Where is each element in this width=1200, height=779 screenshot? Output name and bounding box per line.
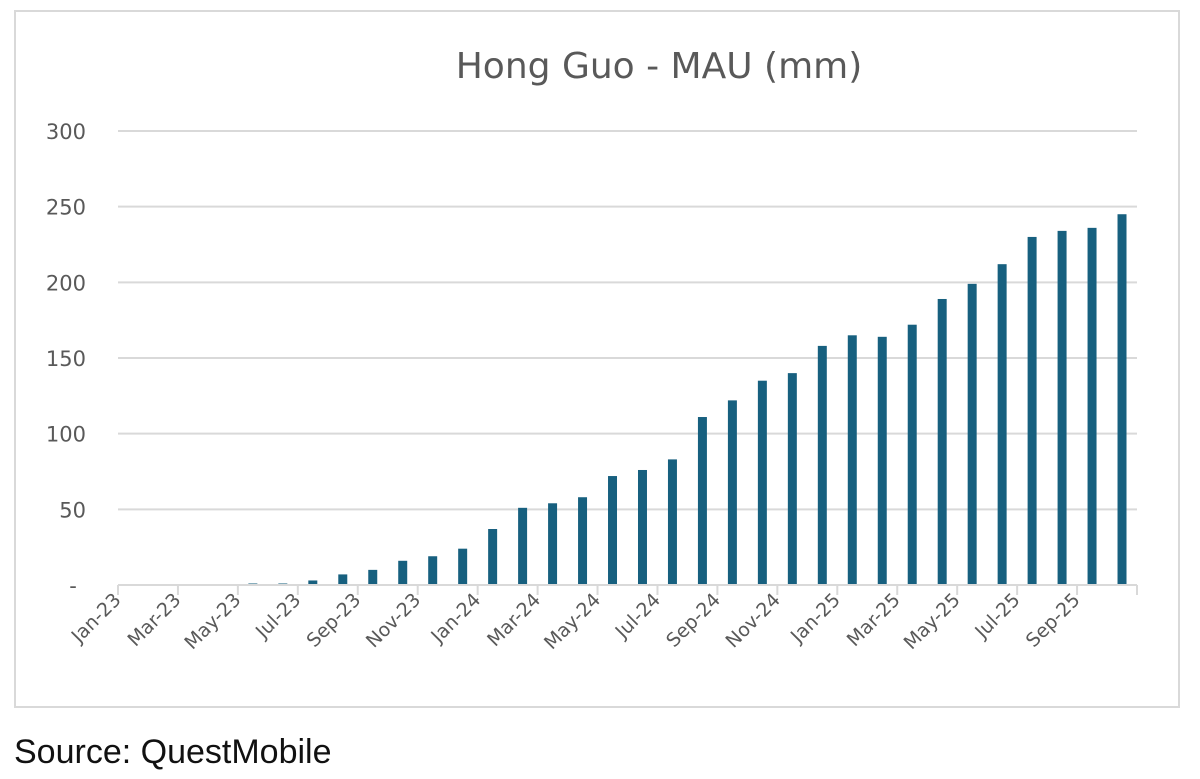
y-tick-label: 300	[46, 120, 86, 144]
bar	[1117, 214, 1127, 585]
bar	[578, 497, 588, 585]
y-tick-label: 150	[46, 347, 86, 371]
source-note: Source: QuestMobile	[14, 733, 332, 771]
bar	[637, 469, 647, 585]
x-tick-label: Jan-24	[426, 589, 485, 648]
bar	[847, 335, 857, 585]
y-tick-label: 200	[46, 271, 86, 295]
y-tick-label: 100	[46, 423, 86, 447]
bar	[338, 574, 348, 585]
x-tick-label: Mar-24	[483, 589, 545, 651]
bar	[398, 560, 408, 585]
y-tick-label: 50	[59, 498, 86, 522]
bar	[1087, 227, 1097, 585]
bars	[248, 214, 1127, 585]
bar	[787, 373, 797, 585]
x-tick-label: May-25	[900, 589, 965, 654]
bar	[967, 283, 977, 585]
x-tick-label: Sep-25	[1022, 589, 1085, 652]
bar	[697, 417, 707, 585]
bar	[608, 476, 618, 585]
y-axis: - 50 100 150 200 250 300	[46, 120, 86, 598]
bar	[548, 503, 558, 585]
bar	[877, 336, 887, 585]
bar	[997, 264, 1007, 585]
bar	[937, 298, 947, 585]
x-tick-label: Nov-23	[362, 589, 425, 652]
bar	[458, 548, 468, 585]
bar	[1027, 236, 1037, 585]
x-tick-label: Jan-25	[786, 589, 845, 648]
bar	[368, 569, 378, 585]
x-tick-label: Mar-23	[123, 589, 185, 651]
bar	[727, 400, 737, 585]
bar	[667, 459, 677, 585]
chart-title: Hong Guo - MAU (mm)	[456, 46, 863, 87]
bar	[518, 507, 528, 585]
bar	[907, 324, 917, 585]
x-tick-label: Sep-23	[302, 589, 365, 652]
bar	[488, 529, 498, 585]
bar	[428, 556, 438, 585]
bar	[757, 380, 767, 585]
bar	[817, 345, 827, 585]
x-tick-label: Jul-25	[970, 589, 1024, 643]
bar	[308, 580, 318, 585]
gridlines	[118, 130, 1137, 511]
x-tick-label: May-24	[540, 589, 605, 654]
x-tick-label: Mar-25	[843, 589, 905, 651]
x-tick-label: Jul-24	[611, 589, 665, 643]
bar	[1057, 230, 1067, 585]
x-tick-label: Jul-23	[251, 589, 305, 643]
y-tick-label: -	[69, 574, 77, 598]
x-tick-label: Sep-24	[662, 589, 725, 652]
x-tick-label: May-23	[180, 589, 245, 654]
x-tick-label: Nov-24	[722, 589, 785, 652]
y-tick-label: 250	[46, 196, 86, 220]
